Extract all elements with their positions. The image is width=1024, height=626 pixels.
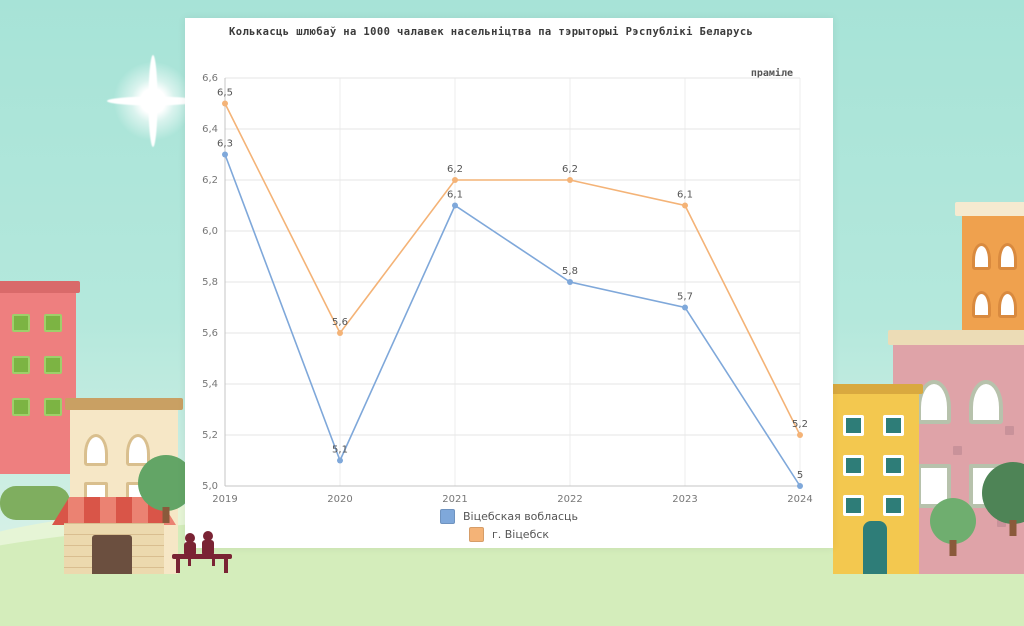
tree	[982, 462, 1024, 524]
window	[883, 415, 904, 436]
facade-tile	[953, 446, 962, 455]
sun-sparkle-icon	[113, 61, 193, 141]
window	[12, 356, 30, 374]
data-label: 5,7	[677, 292, 693, 303]
data-point	[682, 202, 688, 209]
x-tick-label: 2022	[557, 494, 582, 505]
data-point	[337, 457, 343, 464]
kiosk	[52, 497, 176, 574]
y-tick-label: 6,6	[202, 73, 218, 84]
x-tick-label: 2021	[442, 494, 467, 505]
arched-window	[972, 243, 991, 270]
data-label: 6,2	[447, 164, 463, 175]
legend-swatch	[468, 527, 484, 542]
y-tick-label: 5,4	[202, 379, 218, 390]
scene-background	[0, 0, 1024, 574]
window	[843, 415, 864, 436]
tree	[138, 455, 194, 511]
y-tick-label: 6,2	[202, 175, 218, 186]
arched-window	[84, 434, 108, 466]
plot-area: 2019 2020 2021 2022 2023 2024 5,0 5,2 5,4 5,6 5,8 6…	[185, 58, 833, 528]
data-label: 5,2	[792, 419, 808, 430]
data-label: 6,2	[562, 164, 578, 175]
unit-label: праміле	[750, 68, 793, 79]
window	[44, 398, 62, 416]
data-label: 5,1	[332, 445, 348, 456]
y-tick-label: 5,8	[202, 277, 218, 288]
series-line	[224, 103, 801, 436]
data-label: 6,1	[677, 190, 693, 201]
window	[843, 455, 864, 476]
data-point	[567, 177, 573, 183]
data-point	[452, 202, 458, 209]
data-point	[222, 100, 228, 107]
door	[863, 521, 887, 574]
data-point	[337, 330, 343, 336]
bush	[0, 486, 70, 520]
legend-swatch	[440, 509, 455, 524]
facade-tile	[997, 518, 1006, 527]
legend-label: Віцебская вобласць	[463, 510, 578, 523]
facade-tile	[1005, 426, 1014, 435]
window	[883, 495, 904, 516]
x-tick-label: 2020	[327, 494, 352, 505]
line-chart: 2019 2020 2021 2022 2023 2024 5,0 5,2 5,4 5,6 5,8 6…	[202, 73, 813, 505]
data-point	[567, 279, 573, 285]
y-tick-label: 5,6	[202, 328, 218, 339]
data-label: 5	[797, 470, 803, 481]
y-tick-label: 5,0	[202, 481, 218, 492]
legend-item: г. Віцебск	[468, 527, 550, 542]
window	[44, 356, 62, 374]
window	[12, 398, 30, 416]
arched-window	[972, 291, 991, 318]
data-label: 6,3	[217, 139, 233, 150]
children-on-bench-silhouette	[172, 531, 232, 573]
chart-panel: Колькасць шлюбаў на 1000 чалавек насельн…	[185, 18, 833, 548]
building-red	[0, 281, 80, 474]
arched-window	[126, 434, 150, 466]
chart-legend: Віцебская вобласць г. Віцебск	[185, 509, 833, 542]
x-tick-label: 2024	[787, 494, 812, 505]
data-label: 6,5	[217, 88, 233, 99]
window	[44, 314, 62, 332]
arched-window	[969, 380, 1003, 424]
tree	[930, 498, 976, 544]
data-point	[682, 304, 688, 311]
data-point	[797, 483, 803, 489]
legend-item: Віцебская вобласць	[440, 509, 578, 524]
data-label: 5,8	[562, 266, 578, 277]
legend-label: г. Віцебск	[491, 528, 550, 541]
window	[883, 455, 904, 476]
x-tick-label: 2019	[212, 494, 237, 505]
arched-window	[998, 243, 1017, 270]
data-point	[797, 432, 803, 438]
y-tick-label: 6,4	[202, 124, 218, 135]
building-yellow	[829, 384, 923, 574]
window	[843, 495, 864, 516]
kiosk-opening	[92, 535, 132, 574]
chart-title: Колькасць шлюбаў на 1000 чалавек насельн…	[229, 26, 754, 38]
y-tick-label: 6,0	[202, 226, 218, 237]
y-tick-label: 5,2	[202, 430, 218, 441]
data-label: 5,6	[332, 317, 348, 328]
data-point	[222, 151, 228, 158]
cornice	[888, 330, 1024, 345]
data-label: 6,1	[447, 190, 463, 201]
x-tick-label: 2023	[672, 494, 697, 505]
data-point	[452, 177, 458, 183]
series-line	[224, 154, 801, 487]
window	[12, 314, 30, 332]
arched-window	[998, 291, 1017, 318]
